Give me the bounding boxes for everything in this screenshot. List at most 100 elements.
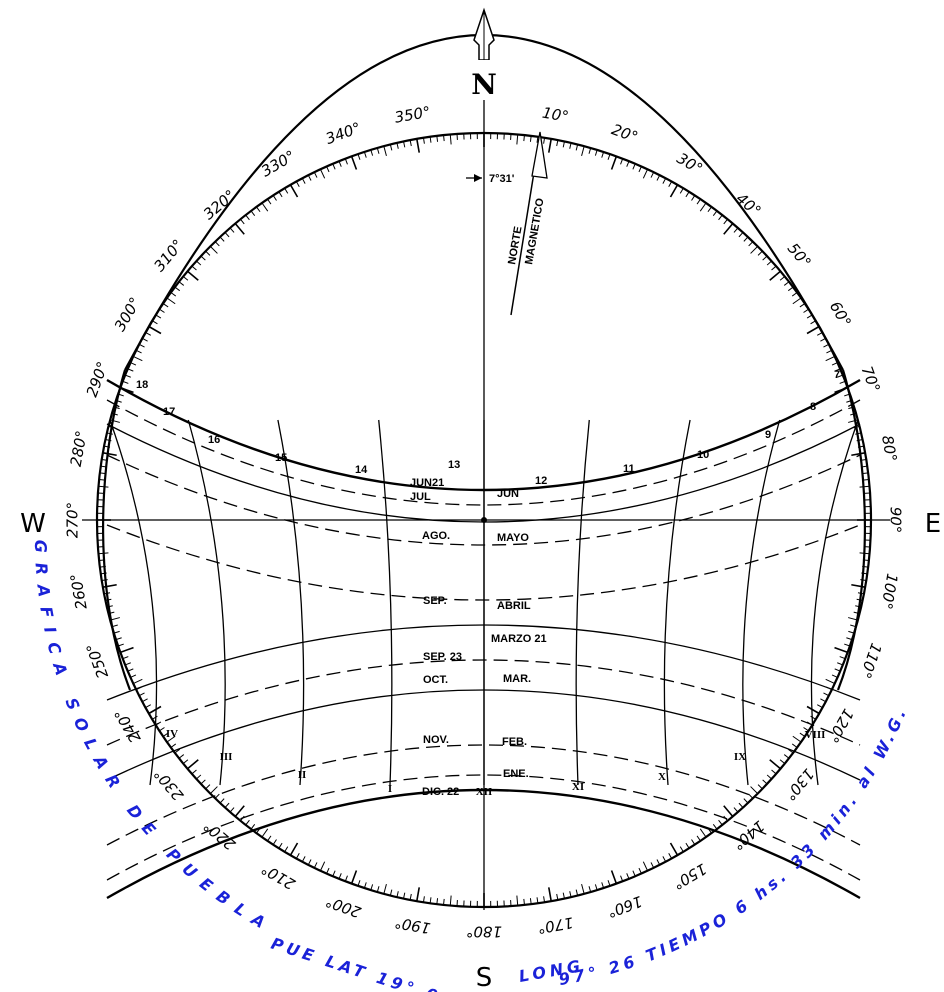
compass-degree-label: 280°: [67, 429, 91, 468]
roman-hour-label: X: [658, 771, 666, 783]
compass-tick: [429, 136, 432, 143]
compass-tick: [626, 873, 630, 880]
compass-tick: [738, 802, 744, 808]
hour-line: [810, 419, 859, 786]
compass-degree-label: 30°: [674, 149, 706, 178]
compass-tick: [224, 802, 230, 808]
compass-degree-label: 130°: [781, 765, 818, 804]
hour-line: [187, 419, 226, 786]
magnetic-label-line2: MAGNETICO: [523, 197, 547, 266]
compass-degree-label: 100°: [877, 572, 901, 611]
compass-tick: [556, 893, 559, 900]
compass-tick: [610, 156, 618, 170]
compass-tick: [278, 842, 283, 849]
compass-degree-label: 150°: [670, 860, 710, 894]
compass-tick: [409, 893, 412, 900]
compass-tick: [834, 646, 848, 654]
compass-tick: [307, 859, 312, 866]
compass-tick: [607, 880, 611, 887]
compass-tick: [313, 171, 318, 178]
compass-tick: [284, 846, 289, 852]
compass-tick: [191, 769, 197, 775]
compass-tick: [699, 202, 707, 212]
compass-tick: [779, 759, 786, 764]
compass-tick: [825, 355, 835, 362]
compass-tick: [370, 884, 374, 891]
compass-tick: [831, 674, 838, 678]
compass-tick: [357, 880, 361, 887]
hour-label: 8: [810, 401, 816, 413]
compass-tick: [422, 896, 425, 903]
compass-tick: [383, 146, 387, 156]
month-ene: ENE.: [503, 768, 529, 780]
compass-tick: [668, 181, 673, 188]
compass-tick: [416, 138, 421, 153]
compass-tick: [529, 898, 532, 905]
compass-tick: [191, 265, 197, 271]
compass-tick: [256, 206, 261, 213]
compass-tick: [332, 870, 336, 877]
compass-tick: [250, 210, 256, 217]
compass-tick: [301, 178, 306, 184]
compass-tick: [443, 898, 445, 905]
hour-label: 10: [697, 449, 709, 461]
compass-degree-label: 70°: [858, 364, 884, 395]
month-sep: SEP.: [423, 595, 447, 607]
compass-tick: [219, 236, 225, 242]
compass-tick: [344, 875, 348, 882]
compass-tick: [783, 754, 790, 759]
compass-tick: [363, 151, 367, 158]
compass-tick: [594, 149, 598, 156]
compass-tick: [396, 142, 399, 149]
north-arrow-icon: [470, 7, 498, 100]
west-label: W: [20, 509, 46, 539]
compass-tick: [115, 637, 122, 641]
compass-degree-label: 210°: [258, 860, 298, 894]
compass-tick: [846, 637, 853, 641]
compass-tick: [743, 798, 749, 804]
compass-tick: [696, 198, 701, 205]
compass-tick: [332, 163, 336, 170]
compass-tick: [632, 163, 636, 170]
compass-tick: [626, 160, 630, 167]
month-labels: JUN21 JUL JUN AGO. MAYO SEP. ABRIL MARZO…: [410, 477, 547, 798]
compass-tick: [823, 343, 830, 348]
compass-tick: [750, 245, 759, 254]
compass-tick: [178, 281, 185, 286]
compass-degree-label: 60°: [826, 298, 855, 330]
compass-tick: [662, 178, 667, 184]
compass-tick: [138, 692, 145, 697]
compass-tick: [162, 303, 169, 308]
roman-hour-label: VIII: [805, 729, 826, 741]
compass-tick: [594, 884, 598, 891]
compass-tick: [403, 892, 406, 899]
compass-tick: [707, 206, 712, 213]
compass-tick: [691, 839, 696, 845]
north-label: N: [471, 68, 497, 101]
compass-tick: [685, 842, 690, 849]
compass-tick: [771, 265, 777, 271]
roman-hour-label: I: [388, 783, 392, 795]
compass-tick: [837, 662, 844, 666]
hour-label: 9: [765, 429, 771, 441]
compass-tick: [436, 898, 439, 905]
compass-tick: [638, 867, 642, 874]
compass-tick: [152, 715, 158, 720]
month-oct: OCT.: [423, 674, 448, 686]
compass-tick: [326, 867, 330, 874]
compass-tick: [200, 779, 206, 785]
compass-tick: [229, 227, 235, 233]
month-nov: NOV.: [423, 734, 449, 746]
compass-tick: [523, 135, 525, 142]
compass-tick: [148, 325, 162, 335]
compass-tick: [148, 705, 162, 715]
compass-tick: [234, 805, 245, 817]
roman-hour-label: III: [220, 751, 233, 763]
compass-degree-label: 80°: [878, 434, 900, 463]
compass-tick: [307, 174, 312, 181]
compass-tick: [620, 158, 624, 165]
compass-tick: [831, 362, 838, 366]
compass-tick: [429, 897, 432, 904]
compass-tick: [642, 169, 649, 179]
